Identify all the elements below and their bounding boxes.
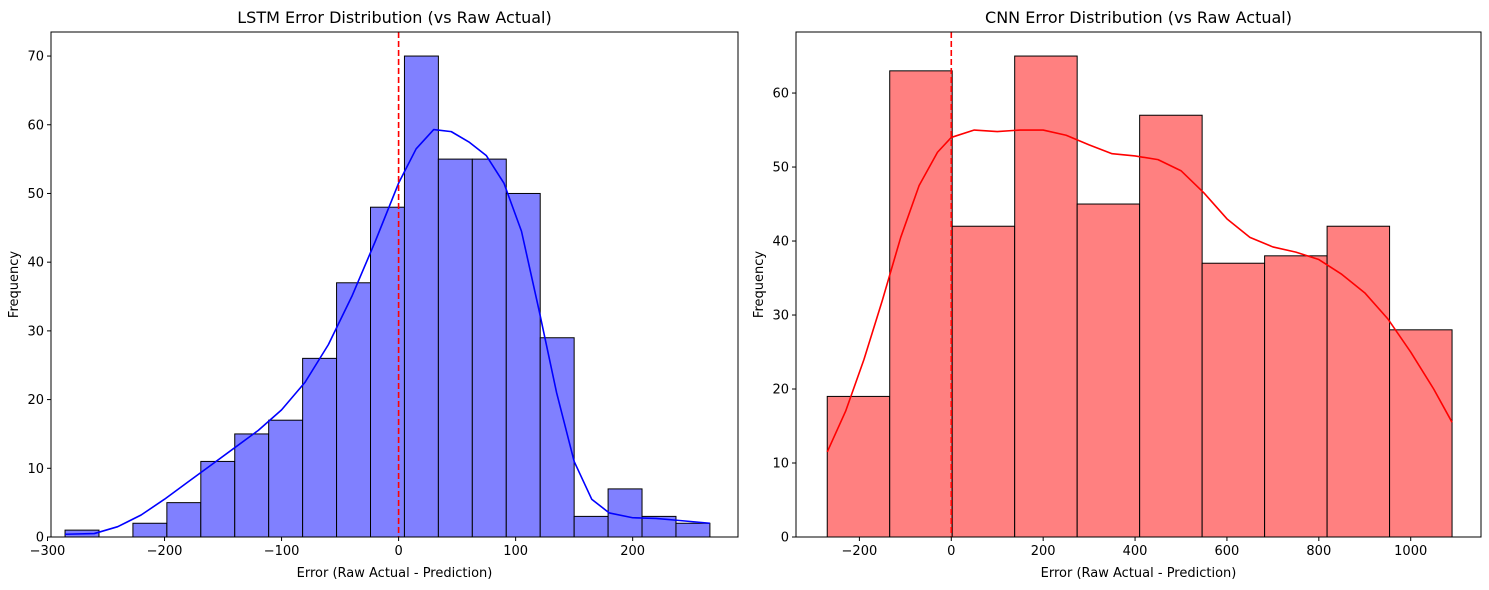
histogram-bar: [951, 225, 1016, 538]
plot-frame: [795, 31, 1482, 538]
y-tick-label: 0: [781, 531, 789, 546]
histogram-bar: [268, 419, 304, 538]
x-tick-label: −300: [30, 544, 66, 559]
histogram-bar: [302, 357, 338, 538]
x-tick-label: 800: [1306, 544, 1331, 559]
histogram-bar: [403, 55, 439, 538]
x-axis-label: Error (Raw Actual - Prediction): [297, 566, 493, 581]
x-axis-ticks: −200 0 200 400 600 800 1000: [842, 537, 1427, 559]
x-tick-label: 200: [620, 544, 645, 559]
y-tick-label: 20: [27, 393, 44, 408]
y-tick-label: 0: [36, 531, 44, 546]
x-tick-label: −100: [264, 544, 300, 559]
y-axis-ticks: 0 10 20 30 40 50 60 70: [27, 50, 51, 546]
histogram-bar: [166, 502, 202, 538]
y-tick-label: 40: [772, 235, 789, 250]
histogram-bars: [64, 55, 711, 538]
x-tick-label: 1000: [1394, 544, 1427, 559]
y-tick-label: 60: [772, 87, 789, 102]
cnn-error-histogram: −200 0 200 400 600 800 1000 0 10 20 30 40 50 60 CNN Er…: [752, 8, 1482, 581]
x-tick-label: 100: [503, 544, 528, 559]
histogram-bar: [539, 337, 575, 538]
x-axis-label: Error (Raw Actual - Prediction): [1041, 566, 1237, 581]
x-tick-label: −200: [842, 544, 878, 559]
y-tick-label: 70: [27, 50, 44, 65]
y-tick-label: 20: [772, 383, 789, 398]
y-tick-label: 50: [27, 187, 44, 202]
x-tick-label: −200: [147, 544, 183, 559]
histogram-bars: [826, 55, 1453, 538]
histogram-bar: [336, 282, 372, 538]
histogram-bar: [437, 158, 473, 538]
y-axis-label: Frequency: [752, 251, 767, 318]
histogram-bar: [675, 522, 711, 538]
histogram-bar: [889, 70, 953, 538]
kde-curve: [826, 129, 1453, 453]
x-tick-label: 600: [1215, 544, 1240, 559]
plot-frame: [50, 31, 739, 538]
histogram-bar: [505, 192, 541, 538]
y-tick-label: 30: [772, 309, 789, 324]
chart-title: CNN Error Distribution (vs Raw Actual): [985, 8, 1292, 27]
histogram-bar: [1264, 255, 1328, 538]
y-tick-label: 10: [27, 462, 44, 477]
histogram-bar: [234, 433, 270, 538]
y-tick-label: 30: [27, 324, 44, 339]
histogram-bar: [1201, 262, 1266, 538]
histogram-bar: [132, 522, 168, 538]
histogram-bar: [200, 460, 236, 538]
lstm-error-histogram: −300 −200 −100 0 100 200 0 10 20 30 40 50 60 70 LSTM E…: [7, 8, 739, 581]
x-tick-label: 200: [1031, 544, 1056, 559]
y-tick-label: 40: [27, 256, 44, 271]
chart-title: LSTM Error Distribution (vs Raw Actual): [237, 8, 552, 27]
histogram-bar: [1076, 203, 1141, 538]
histogram-bar: [1139, 114, 1203, 538]
x-tick-label: 0: [394, 544, 402, 559]
kde-curve: [65, 128, 710, 536]
y-axis-label: Frequency: [7, 251, 22, 318]
histogram-bar: [1389, 329, 1453, 538]
histogram-bar: [573, 515, 609, 538]
x-tick-label: 0: [947, 544, 955, 559]
y-tick-label: 50: [772, 161, 789, 176]
y-tick-label: 10: [772, 457, 789, 472]
y-tick-label: 60: [27, 118, 44, 133]
histogram-bar: [471, 158, 507, 538]
y-axis-ticks: 0 10 20 30 40 50 60: [772, 87, 796, 546]
histogram-bar: [1326, 225, 1391, 538]
histogram-bar: [1014, 55, 1078, 538]
x-tick-label: 400: [1123, 544, 1148, 559]
x-axis-ticks: −300 −200 −100 0 100 200: [30, 537, 645, 559]
histogram-bar: [826, 395, 891, 538]
